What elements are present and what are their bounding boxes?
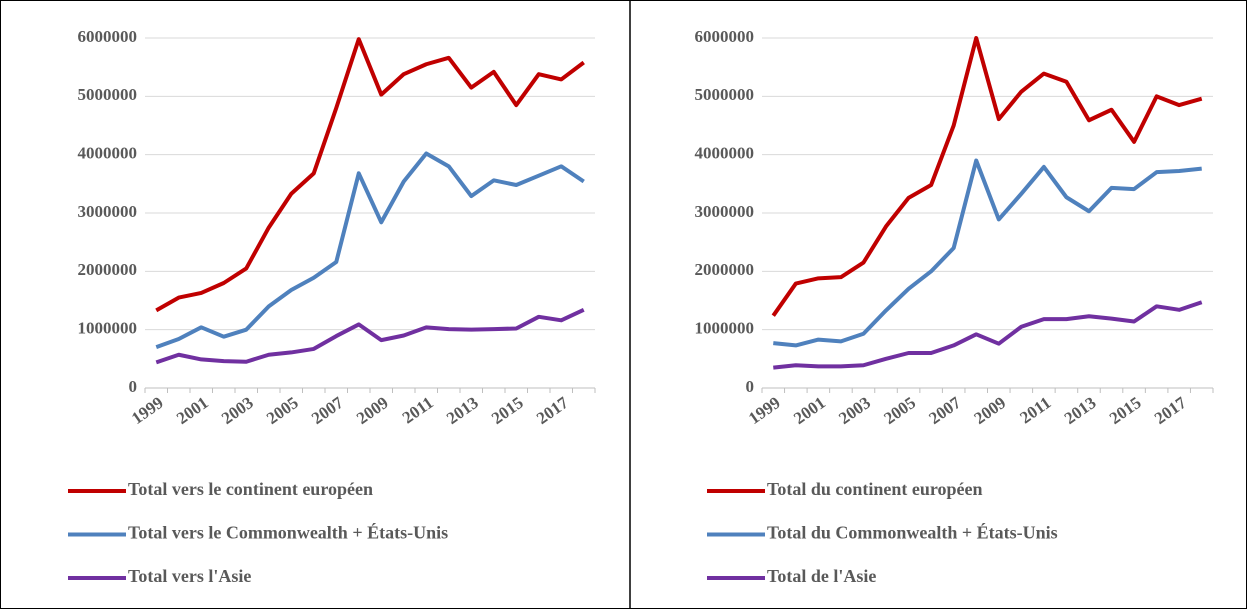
x-tick-label: 2015 [488, 393, 527, 428]
chart: 0 1000000 2000000 3000000 4000000 5000000 6000… [68, 27, 596, 586]
y-tick-label: 1000000 [78, 319, 138, 338]
y-tick-label: 0 [746, 377, 755, 396]
series-line [773, 158, 1202, 348]
x-tick-label: 2003 [835, 393, 874, 428]
legend-label: Total du Commonwealth + États-Unis [767, 522, 1058, 543]
x-tick-label: 2011 [399, 393, 437, 428]
series-line [771, 36, 1203, 317]
x-tick-label: 2013 [1061, 393, 1100, 428]
chart: 0 1000000 2000000 3000000 4000000 5000000 6000… [695, 27, 1214, 586]
x-tick-label: 2009 [971, 393, 1010, 428]
x-tick-label: 2007 [308, 393, 347, 428]
y-tick-label: 5000000 [78, 85, 138, 104]
series-line [155, 37, 585, 313]
x-tick-label: 2005 [880, 393, 919, 428]
y-tick-label: 3000000 [695, 202, 755, 221]
x-tick-label: 2003 [218, 393, 257, 428]
y-tick-label: 4000000 [78, 144, 138, 163]
y-tick-label: 1000000 [695, 319, 755, 338]
y-tick-label: 5000000 [695, 85, 755, 104]
legend-label: Total vers le continent européen [128, 479, 373, 499]
series-line [155, 308, 585, 365]
y-tick-label: 4000000 [695, 144, 755, 163]
x-tick-label: 2013 [443, 393, 482, 428]
x-tick-label: 2001 [790, 393, 829, 428]
y-tick-label: 3000000 [78, 202, 138, 221]
y-tick-label: 2000000 [78, 260, 138, 279]
y-tick-label: 0 [129, 377, 138, 396]
x-tick-label: 2005 [263, 393, 302, 428]
x-tick-label: 2017 [1151, 393, 1190, 428]
legend-label: Total de l'Asie [767, 566, 876, 586]
y-tick-label: 6000000 [78, 27, 138, 46]
x-tick-label: 1999 [128, 393, 167, 428]
series-line [155, 151, 585, 350]
x-tick-label: 1999 [745, 393, 784, 428]
x-tick-label: 2011 [1016, 393, 1054, 428]
series-line [773, 300, 1203, 370]
x-tick-label: 2009 [353, 393, 392, 428]
y-tick-label: 6000000 [695, 27, 755, 46]
x-tick-label: 2015 [1106, 393, 1145, 428]
x-tick-label: 2017 [533, 393, 572, 428]
y-tick-label: 2000000 [695, 260, 755, 279]
legend-label: Total vers le Commonwealth + États-Unis [128, 522, 448, 543]
legend-label: Total vers l'Asie [128, 566, 251, 586]
x-tick-label: 2007 [925, 393, 964, 428]
legend-label: Total du continent européen [767, 479, 983, 499]
x-tick-label: 2001 [173, 393, 212, 428]
